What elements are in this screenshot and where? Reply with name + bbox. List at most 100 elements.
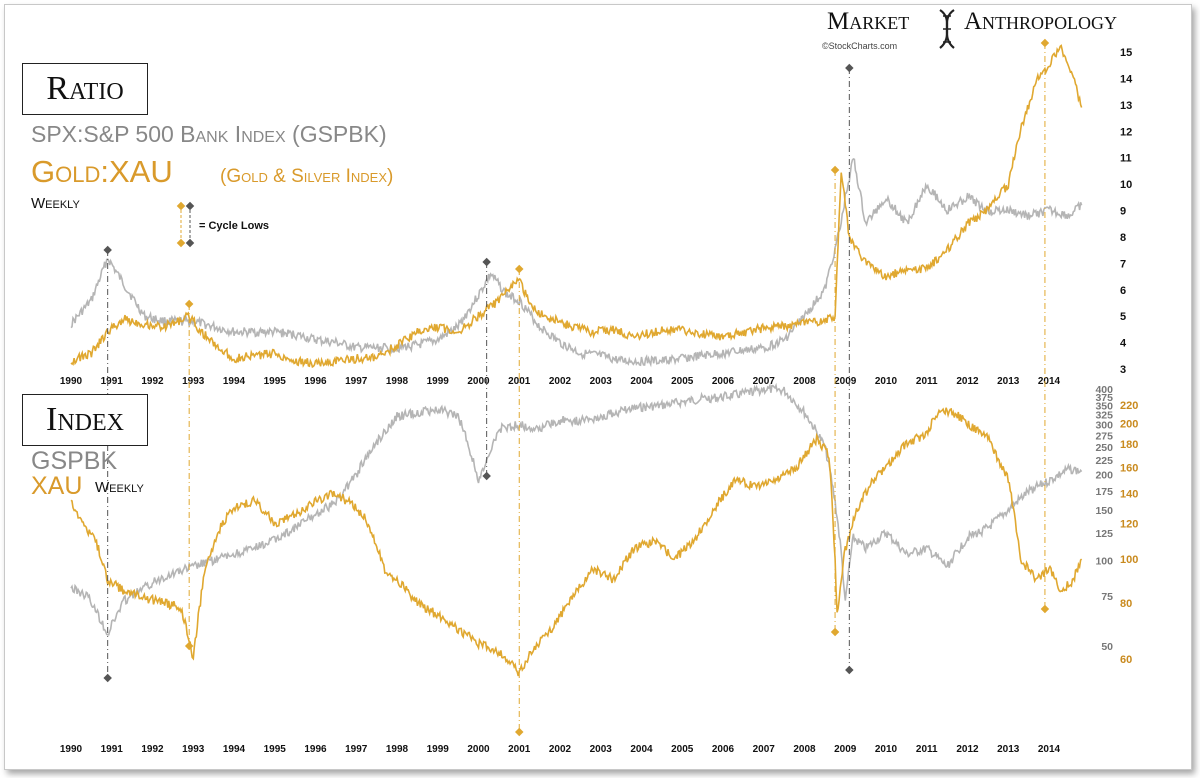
index-gold-y-tick-label: 100: [1120, 554, 1138, 566]
ratio-x-tick-label: 1998: [386, 376, 409, 387]
index-x-tick-label: 2009: [834, 744, 857, 755]
index-x-tick-label: 2007: [753, 744, 776, 755]
ratio-y-tick-label: 15: [1120, 47, 1132, 59]
index-x-tick-label: 2013: [997, 744, 1020, 755]
index-gray-y-tick-label: 75: [1101, 591, 1113, 603]
index-plot: [70, 382, 1083, 677]
cycle-low-gold-marker: [1040, 38, 1050, 48]
index-series-gray-label: GSPBK: [31, 447, 118, 475]
index-gray-y-tick-label: 300: [1095, 420, 1113, 432]
index-x-tick-label: 2012: [956, 744, 979, 755]
ratio-series-gray-label: SPX:S&P 500 Bank Index (GSPBK): [31, 121, 387, 147]
ratio-x-tick-label: 2001: [508, 376, 531, 387]
ratio-x-tick-label: 2011: [916, 376, 938, 387]
index-frequency: Weekly: [95, 479, 144, 496]
ratio-x-tick-label: 2009: [834, 376, 857, 387]
ratio-x-tick-label: 2007: [753, 376, 776, 387]
index-x-tick-label: 2003: [590, 744, 613, 755]
index-x-tick-label: 2010: [875, 744, 898, 755]
brand-right: Anthropology: [964, 8, 1118, 35]
index-gray-y-tick-label: 100: [1095, 555, 1113, 567]
ratio-y-tick-label: 5: [1120, 311, 1126, 323]
ratio-x-tick-label: 2014: [1038, 376, 1061, 387]
index-x-tick-label: 2004: [630, 744, 653, 755]
index-x-tick-label: 2000: [467, 744, 490, 755]
index-gold-y-tick-label: 200: [1120, 419, 1138, 431]
cycle-low-gold-marker: [515, 264, 524, 274]
index-x-tick-label: 2002: [549, 744, 572, 755]
index-x-tick-label: 1992: [141, 744, 164, 755]
index-box-title: Index: [22, 394, 148, 446]
ratio-series-gold-label: Gold:XAU: [31, 154, 173, 189]
cycle-low-gray-marker: [845, 665, 854, 675]
ratio-x-tick-label: 2000: [467, 376, 490, 387]
ratio-x-tick-label: 2003: [590, 376, 613, 387]
index-gold-y-tick-label: 80: [1120, 598, 1132, 610]
ratio-x-tick-label: 1993: [182, 376, 205, 387]
cycle-low-gold-marker: [1040, 604, 1050, 614]
index-x-tick-label: 1990: [60, 744, 83, 755]
ratio-x-tick-label: 1995: [264, 376, 287, 387]
index-gold-y-tick-label: 140: [1120, 488, 1138, 500]
ratio-y-tick-label: 11: [1120, 153, 1132, 165]
index-gray-y-tick-label: 250: [1095, 442, 1113, 454]
ratio-x-tick-label: 2010: [875, 376, 898, 387]
cycle-low-gray-marker: [482, 471, 491, 481]
index-x-tick-label: 1994: [223, 744, 246, 755]
index-gold-y-tick-label: 220: [1120, 400, 1138, 412]
index-gray-y-tick-label: 375: [1095, 392, 1113, 404]
ratio-x-tick-label: 1996: [304, 376, 327, 387]
ratio-line-gold-xau: [70, 44, 1083, 369]
cycle-low-gold-marker: [830, 165, 840, 175]
ratio-x-tick-label: 1992: [141, 376, 164, 387]
cycle-low-gold-marker: [830, 627, 840, 637]
ratio-x-tick-label: 1990: [60, 376, 83, 387]
chart-frame: [4, 4, 1192, 770]
ratio-x-tick-label: 1991: [101, 376, 124, 387]
index-gray-y-tick-label: 175: [1095, 486, 1113, 498]
index-x-tick-label: 2005: [671, 744, 694, 755]
index-gray-y-tick-label: 400: [1095, 384, 1113, 396]
index-gray-y-tick-label: 225: [1095, 455, 1113, 467]
cycle-low-gold-marker: [184, 299, 194, 309]
ratio-x-tick-label: 2013: [997, 376, 1020, 387]
ratio-box-title: Ratio: [22, 63, 148, 115]
ratio-y-tick-label: 9: [1120, 206, 1126, 218]
ratio-y-tick-label: 4: [1120, 338, 1127, 350]
ratio-y-tick-label: 8: [1120, 232, 1126, 244]
index-x-tick-label: 1997: [345, 744, 368, 755]
index-x-tick-label: 1993: [182, 744, 205, 755]
ratio-frequency: Weekly: [31, 195, 80, 212]
ratio-x-tick-label: 2002: [549, 376, 572, 387]
cycle-low-gray-marker: [103, 245, 112, 255]
index-x-tick-label: 2001: [508, 744, 531, 755]
index-x-tick-label: 1998: [386, 744, 409, 755]
cycle-low-gray-marker: [482, 257, 491, 267]
index-gray-y-tick-label: 125: [1095, 528, 1113, 540]
index-x-tick-label: 1995: [264, 744, 287, 755]
index-x-tick-label: 1991: [101, 744, 124, 755]
index-x-tick-label: 2008: [793, 744, 816, 755]
index-x-tick-label: 1999: [427, 744, 450, 755]
index-series-gold-label: XAU: [31, 472, 83, 500]
cycle-low-gray-marker: [845, 63, 854, 73]
ratio-y-tick-label: 3: [1120, 364, 1126, 376]
ratio-y-tick-label: 10: [1120, 179, 1132, 191]
ratio-series-gold-sub: (Gold & Silver Index): [220, 166, 394, 187]
ratio-x-tick-label: 2012: [956, 376, 979, 387]
ratio-x-tick-label: 2008: [793, 376, 816, 387]
index-gray-y-tick-label: 200: [1095, 470, 1113, 482]
ratio-line-gspbk: [70, 157, 1083, 368]
index-gray-y-tick-label: 275: [1095, 430, 1113, 442]
index-gray-y-tick-label: 325: [1095, 410, 1113, 422]
index-x-tick-label: 2014: [1038, 744, 1061, 755]
index-gold-y-tick-label: 180: [1120, 439, 1138, 451]
ratio-y-tick-label: 7: [1120, 258, 1126, 270]
ratio-y-tick-label: 13: [1120, 100, 1132, 112]
cycle-low-legend-text: = Cycle Lows: [199, 220, 270, 232]
ratio-x-tick-label: 2006: [712, 376, 735, 387]
index-gray-y-tick-label: 50: [1101, 641, 1113, 653]
index-line-gspbk: [70, 382, 1083, 636]
ratio-x-tick-label: 2004: [630, 376, 653, 387]
index-x-tick-label: 2011: [916, 744, 938, 755]
